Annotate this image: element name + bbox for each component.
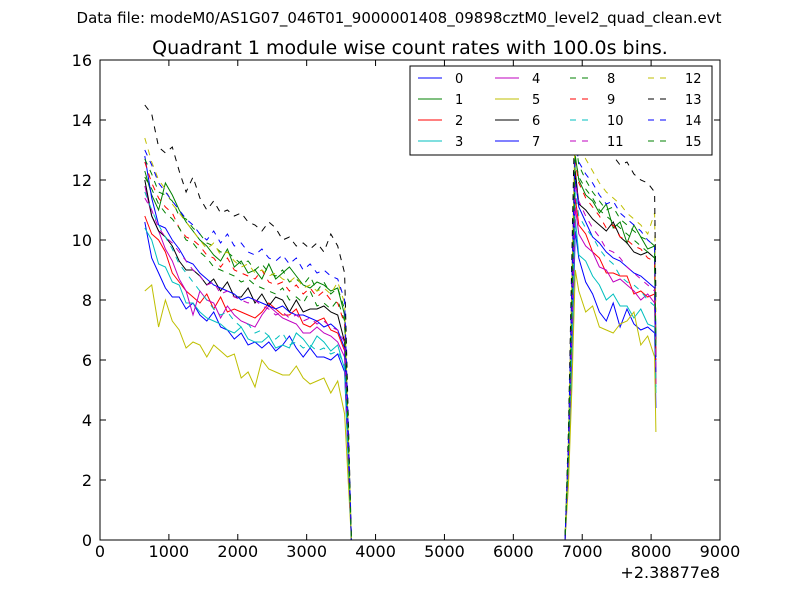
y-tick-label: 12	[72, 171, 92, 190]
series-line-8	[144, 137, 657, 541]
series-line-13	[144, 86, 657, 541]
x-axis: 0 1000 2000 3000 4000 5000 6000 7000 8000 9000	[95, 60, 740, 561]
series-line-12	[144, 122, 657, 541]
legend-label-9: 9	[607, 93, 615, 108]
legend-label-7: 7	[532, 135, 540, 150]
series-line-11	[144, 182, 657, 541]
legend-label-6: 6	[532, 114, 540, 129]
series-line-1	[144, 155, 657, 541]
y-tick-label: 4	[82, 411, 92, 430]
x-tick-label: 6000	[493, 542, 534, 561]
series-line-9	[144, 161, 657, 541]
chart-title: Quadrant 1 module wise count rates with …	[152, 37, 668, 59]
legend-label-3: 3	[455, 135, 463, 150]
legend-label-8: 8	[607, 72, 615, 87]
series-lines	[144, 86, 657, 541]
series-line-10	[144, 191, 657, 541]
x-tick-label: 4000	[355, 542, 396, 561]
series-line-4	[144, 185, 657, 541]
plot-frame	[99, 59, 721, 541]
legend-label-15: 15	[685, 135, 702, 150]
legend-label-2: 2	[455, 114, 463, 129]
legend-label-10: 10	[607, 114, 624, 129]
legend-label-0: 0	[455, 72, 463, 87]
x-tick-label: 9000	[700, 542, 741, 561]
series-line-15	[144, 158, 657, 541]
x-offset-label: +2.38877e8	[620, 563, 720, 582]
series-line-5	[144, 269, 657, 541]
legend-label-11: 11	[607, 135, 624, 150]
legend-label-12: 12	[685, 72, 702, 87]
x-tick-label: 2000	[217, 542, 258, 561]
legend-label-13: 13	[685, 93, 702, 108]
y-tick-label: 14	[72, 111, 92, 130]
series-line-7	[144, 155, 657, 541]
legend-label-4: 4	[532, 72, 540, 87]
legend-label-5: 5	[532, 93, 540, 108]
y-tick-label: 16	[72, 51, 92, 70]
x-tick-label: 5000	[424, 542, 465, 561]
legend-label-14: 14	[685, 114, 702, 129]
legend-box	[409, 65, 713, 156]
legend-label-1: 1	[455, 93, 463, 108]
series-line-2	[144, 197, 657, 541]
y-tick-label: 10	[72, 231, 92, 250]
chart-suptitle: Data file: modeM0/AS1G07_046T01_90000014…	[77, 9, 722, 28]
x-tick-label: 8000	[631, 542, 672, 561]
x-tick-label: 3000	[286, 542, 327, 561]
x-tick-label: 0	[95, 542, 105, 561]
y-tick-label: 2	[82, 471, 92, 490]
y-tick-label: 0	[82, 531, 92, 550]
x-tick-label: 7000	[562, 542, 603, 561]
series-line-6	[144, 170, 657, 541]
series-line-3	[144, 218, 657, 541]
series-line-0	[144, 221, 657, 541]
y-tick-label: 8	[82, 291, 92, 310]
y-tick-label: 6	[82, 351, 92, 370]
x-tick-label: 1000	[149, 542, 190, 561]
